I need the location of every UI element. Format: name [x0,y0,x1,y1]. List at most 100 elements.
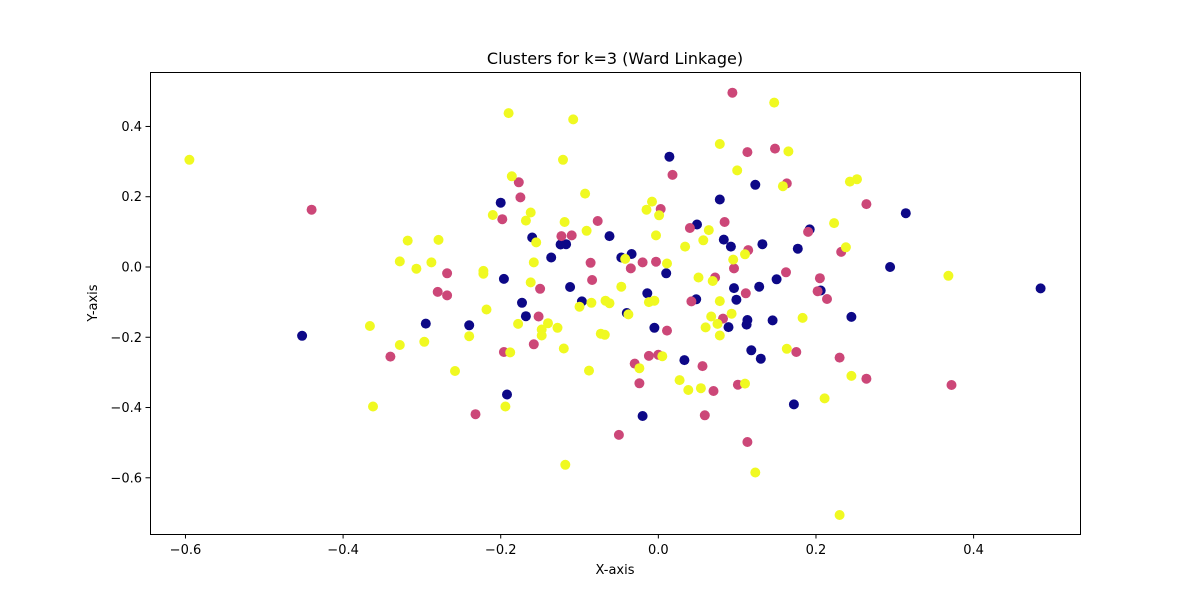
scatter-point-cluster-3-50 [647,196,657,207]
scatter-point-cluster-2-32 [699,410,710,421]
scatter-point-cluster-3-24 [528,257,539,268]
scatter-point-cluster-3-83 [834,510,845,520]
scatter-point-cluster-1-12 [565,282,576,292]
points-layer [184,87,1046,520]
scatter-point-cluster-2-30 [686,296,697,307]
scatter-point-cluster-3-23 [525,277,536,288]
scatter-point-cluster-3-17 [503,108,514,119]
scatter-point-cluster-2-13 [556,231,567,242]
x-tick-label: −0.6 [170,543,202,558]
scatter-point-cluster-1-6 [517,297,527,308]
scatter-point-cluster-3-62 [700,322,711,333]
scatter-point-cluster-2-16 [585,257,596,268]
scatter-point-cluster-3-54 [657,351,668,362]
scatter-point-cluster-2-36 [719,217,730,227]
scatter-point-cluster-3-48 [641,204,652,215]
scatter-point-cluster-2-12 [535,283,546,294]
y-tick-label: −0.6 [110,471,142,486]
y-tick-label: −0.4 [110,401,142,416]
scatter-point-cluster-2-1 [385,351,396,362]
scatter-point-cluster-1-34 [746,345,757,356]
x-tick-label: −0.4 [327,543,359,558]
plot-area-frame [150,72,1081,535]
y-axis-ticks: −0.6 −0.4 −0.2 0.0 0.2 0.4 [110,120,150,486]
scatter-point-cluster-1-20 [649,322,660,333]
scatter-point-cluster-3-67 [714,330,725,341]
scatter-point-cluster-1-22 [664,151,675,162]
y-tick-label: 0.2 [121,190,142,205]
scatter-point-cluster-3-87 [852,174,862,185]
scatter-point-cluster-2-23 [643,350,654,361]
scatter-point-cluster-3-5 [402,235,413,246]
scatter-point-cluster-1-47 [900,208,911,219]
scatter-point-cluster-3-86 [846,370,857,381]
scatter-point-cluster-3-77 [777,181,788,192]
scatter-point-cluster-3-70 [726,308,737,319]
scatter-point-cluster-3-37 [581,225,592,236]
scatter-point-cluster-3-6 [411,263,422,274]
scatter-point-cluster-1-30 [729,283,739,294]
scatter-point-cluster-2-48 [803,226,814,237]
scatter-point-cluster-2-22 [637,257,648,268]
scatter-point-cluster-3-78 [781,343,792,354]
scatter-point-cluster-2-47 [791,347,802,357]
scatter-point-cluster-2-3 [442,290,453,301]
scatter-point-cluster-3-7 [419,336,430,347]
scatter-point-cluster-3-52 [651,230,661,241]
chart-title: Clusters for k=3 (Ward Linkage) [487,49,743,68]
x-tick-label: 0.4 [963,543,984,558]
scatter-point-cluster-3-45 [620,253,631,264]
scatter-point-cluster-1-27 [718,234,729,245]
scatter-point-cluster-3-36 [580,188,591,199]
scatter-point-cluster-3-65 [707,276,718,286]
scatter-point-cluster-3-66 [712,318,723,329]
scatter-point-cluster-2-29 [684,223,695,233]
scatter-point-cluster-2-49 [812,286,823,297]
scatter-point-cluster-3-63 [703,225,714,236]
scatter-point-cluster-3-55 [662,258,672,269]
scatter-point-cluster-2-40 [740,288,751,299]
scatter-point-cluster-1-48 [1035,283,1046,294]
scatter-point-cluster-1-40 [771,274,782,285]
scatter-point-cluster-3-61 [698,235,709,246]
scatter-point-cluster-1-36 [754,281,765,292]
scatter-point-cluster-3-51 [649,295,660,306]
scatter-point-cluster-2-52 [834,352,845,363]
scatter-point-cluster-3-32 [559,217,570,227]
scatter-point-cluster-3-64 [706,311,717,322]
scatter-point-cluster-3-4 [394,340,405,350]
scatter-point-cluster-1-11 [561,239,572,250]
scatter-point-cluster-1-29 [725,241,736,252]
scatter-point-cluster-3-28 [543,318,553,329]
scatter-point-cluster-3-60 [695,383,706,394]
scatter-point-cluster-3-2 [368,401,378,412]
y-tick-label: −0.2 [110,331,142,346]
scatter-point-cluster-2-31 [697,361,708,372]
scatter-point-cluster-3-39 [586,297,597,308]
scatter-point-cluster-2-25 [651,256,661,267]
x-axis-ticks: −0.6 −0.4 −0.2 0.0 0.2 0.4 [170,534,984,558]
scatter-point-cluster-2-37 [727,87,738,98]
scatter-point-cluster-2-45 [781,267,791,278]
y-axis-label: Y-axis [86,284,101,322]
scatter-point-cluster-3-11 [464,331,475,342]
scatter-point-cluster-1-2 [464,320,475,331]
scatter-point-cluster-3-81 [819,393,830,404]
scatter-point-cluster-1-41 [788,399,799,410]
scatter-point-cluster-3-19 [506,171,517,182]
scatter-point-cluster-3-15 [487,210,498,220]
scatter-point-cluster-3-18 [505,347,516,358]
scatter-point-cluster-1-31 [731,294,742,305]
y-tick-label: 0.0 [121,260,142,275]
scatter-point-cluster-3-76 [769,97,780,108]
scatter-point-cluster-1-26 [714,194,725,205]
scatter-point-cluster-3-13 [478,268,489,279]
scatter-point-cluster-2-51 [822,294,832,304]
scatter-point-cluster-3-84 [840,242,851,253]
scatter-point-cluster-2-0 [306,204,317,215]
scatter-point-cluster-2-17 [592,216,603,226]
scatter-point-cluster-3-79 [783,146,794,157]
scatter-point-cluster-2-33 [708,386,719,396]
scatter-point-cluster-3-20 [513,318,524,329]
